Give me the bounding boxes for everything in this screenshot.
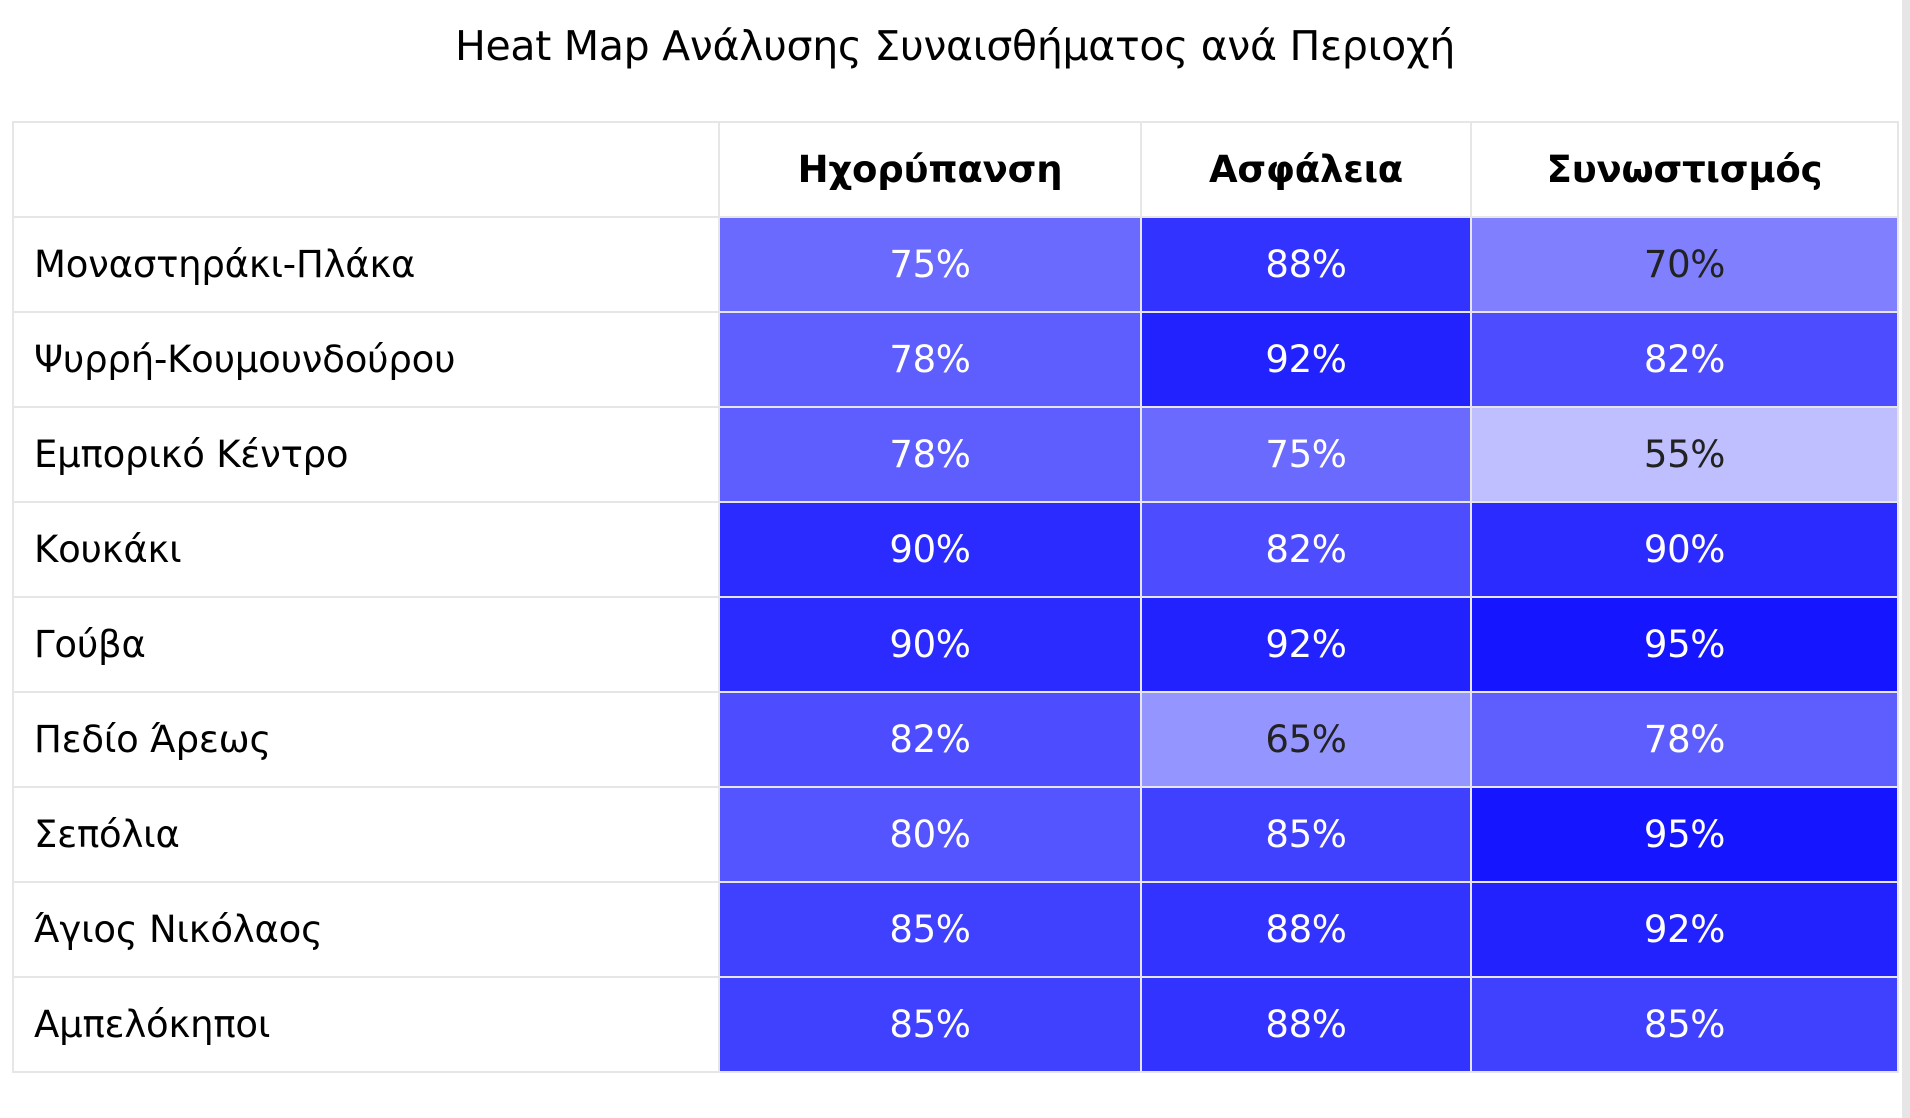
heatmap-row: Εμπορικό Κέντρο 78% 75% 55% (12, 406, 1899, 503)
row-label: Κουκάκι (12, 501, 720, 598)
heatmap-row: Σεπόλια 80% 85% 95% (12, 786, 1899, 883)
chart-title: Heat Map Ανάλυσης Συναισθήματος ανά Περι… (454, 22, 1456, 70)
heatmap-cell: 85% (718, 976, 1142, 1073)
heatmap-row: Αμπελόκηποι 85% 88% 85% (12, 976, 1899, 1073)
heatmap-cell: 88% (1140, 881, 1472, 978)
heatmap-row: Μοναστηράκι-Πλάκα 75% 88% 70% (12, 216, 1899, 313)
row-label: Πεδίο Άρεως (12, 691, 720, 788)
scrollbar-track[interactable] (1902, 0, 1910, 1118)
heatmap-row: Γούβα 90% 92% 95% (12, 596, 1899, 693)
heatmap-cell: 78% (718, 311, 1142, 408)
heatmap-cell: 95% (1470, 596, 1899, 693)
heatmap-cell: 92% (1140, 596, 1472, 693)
heatmap-row: Κουκάκι 90% 82% 90% (12, 501, 1899, 598)
heatmap-cell: 80% (718, 786, 1142, 883)
heatmap-cell: 90% (718, 501, 1142, 598)
heatmap-cell: 82% (1470, 311, 1899, 408)
heatmap-cell: 78% (1470, 691, 1899, 788)
heatmap-cell: 75% (718, 216, 1142, 313)
heatmap-cell: 85% (718, 881, 1142, 978)
heatmap-cell: 82% (718, 691, 1142, 788)
heatmap-cell: 82% (1140, 501, 1472, 598)
heatmap-cell: 95% (1470, 786, 1899, 883)
column-header-noise: Ηχορύπανση (718, 121, 1142, 218)
heatmap-cell: 55% (1470, 406, 1899, 503)
column-header-safety: Ασφάλεια (1140, 121, 1472, 218)
heatmap-cell: 90% (718, 596, 1142, 693)
row-label: Εμπορικό Κέντρο (12, 406, 720, 503)
heatmap-row: Πεδίο Άρεως 82% 65% 78% (12, 691, 1899, 788)
heatmap-body: Μοναστηράκι-Πλάκα 75% 88% 70% Ψυρρή-Κουμουνδ… (12, 216, 1899, 1073)
heatmap-cell: 92% (1470, 881, 1899, 978)
heatmap-cell: 88% (1140, 976, 1472, 1073)
row-label: Ψυρρή-Κουμουνδούρου (12, 311, 720, 408)
heatmap-cell: 85% (1140, 786, 1472, 883)
heatmap-cell: 88% (1140, 216, 1472, 313)
heatmap-cell: 70% (1470, 216, 1899, 313)
heatmap-cell: 90% (1470, 501, 1899, 598)
heatmap-cell: 85% (1470, 976, 1899, 1073)
row-label: Γούβα (12, 596, 720, 693)
heatmap-cell: 75% (1140, 406, 1472, 503)
row-label: Αμπελόκηποι (12, 976, 720, 1073)
header-row: Ηχορύπανση Ασφάλεια Συνωστισμός (12, 121, 1899, 218)
corner-cell (12, 121, 720, 218)
heatmap-cell: 92% (1140, 311, 1472, 408)
row-label: Μοναστηράκι-Πλάκα (12, 216, 720, 313)
heatmap-table: Ηχορύπανση Ασφάλεια Συνωστισμός Μοναστηρ… (12, 121, 1899, 1073)
heatmap-cell: 65% (1140, 691, 1472, 788)
heatmap-cell: 78% (718, 406, 1142, 503)
column-header-crowding: Συνωστισμός (1470, 121, 1899, 218)
row-label: Άγιος Νικόλαος (12, 881, 720, 978)
heatmap-row: Ψυρρή-Κουμουνδούρου 78% 92% 82% (12, 311, 1899, 408)
row-label: Σεπόλια (12, 786, 720, 883)
heatmap-row: Άγιος Νικόλαος 85% 88% 92% (12, 881, 1899, 978)
